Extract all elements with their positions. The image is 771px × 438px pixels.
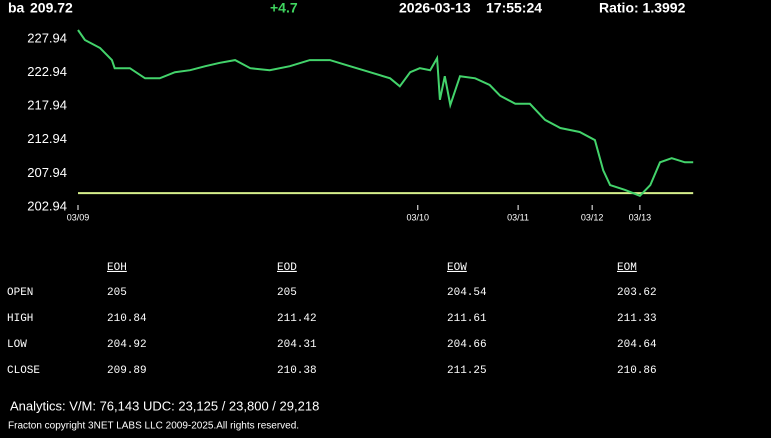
- y-tick-label: 217.94: [27, 98, 67, 113]
- x-tick-label: 03/09: [67, 212, 90, 222]
- price: 209.72: [30, 0, 73, 16]
- cell: 205: [107, 287, 127, 299]
- y-tick-label: 207.94: [27, 165, 67, 180]
- x-tick-label: 03/11: [507, 212, 529, 222]
- price-line: [77, 29, 694, 197]
- row-label: CLOSE: [7, 365, 40, 377]
- analytics: Analytics: V/M: 76,143 UDC: 23,125 / 23,…: [10, 398, 319, 413]
- x-tick-label: 03/10: [407, 212, 430, 222]
- x-tick-label: 03/12: [581, 212, 604, 222]
- cell: 204.64: [617, 339, 657, 351]
- change: +4.7: [270, 0, 298, 16]
- row-label: HIGH: [7, 313, 33, 325]
- cell: 211.61: [447, 313, 487, 325]
- cell: 203.62: [617, 287, 657, 299]
- cell: 211.42: [277, 313, 317, 325]
- cell: 204.31: [277, 339, 317, 351]
- cell: 204.66: [447, 339, 487, 351]
- cell: 209.89: [107, 365, 147, 377]
- y-tick-label: 202.94: [27, 198, 67, 213]
- row-label: LOW: [7, 339, 27, 351]
- y-tick-label: 227.94: [27, 30, 67, 45]
- symbol: ba: [8, 0, 25, 16]
- cell: 211.25: [447, 365, 487, 377]
- time: 17:55:24: [486, 0, 542, 16]
- cell: 211.33: [617, 313, 657, 325]
- cell: 204.54: [447, 287, 487, 299]
- row-label: OPEN: [7, 287, 33, 299]
- column-header: EOW: [447, 262, 467, 274]
- x-tick-label: 03/13: [629, 212, 652, 222]
- y-tick-label: 222.94: [27, 64, 67, 79]
- cell: 204.92: [107, 339, 147, 351]
- cell: 210.84: [107, 313, 147, 325]
- y-tick-label: 212.94: [27, 131, 67, 146]
- date: 2026-03-13: [399, 0, 471, 16]
- column-header: EOH: [107, 262, 127, 274]
- column-header: EOM: [617, 262, 637, 274]
- cell: 210.38: [277, 365, 317, 377]
- ratio: Ratio: 1.3992: [599, 0, 686, 16]
- cell: 210.86: [617, 365, 657, 377]
- copyright: Fracton copyright 3NET LABS LLC 2009-202…: [8, 421, 299, 432]
- column-header: EOD: [277, 262, 297, 274]
- cell: 205: [277, 287, 297, 299]
